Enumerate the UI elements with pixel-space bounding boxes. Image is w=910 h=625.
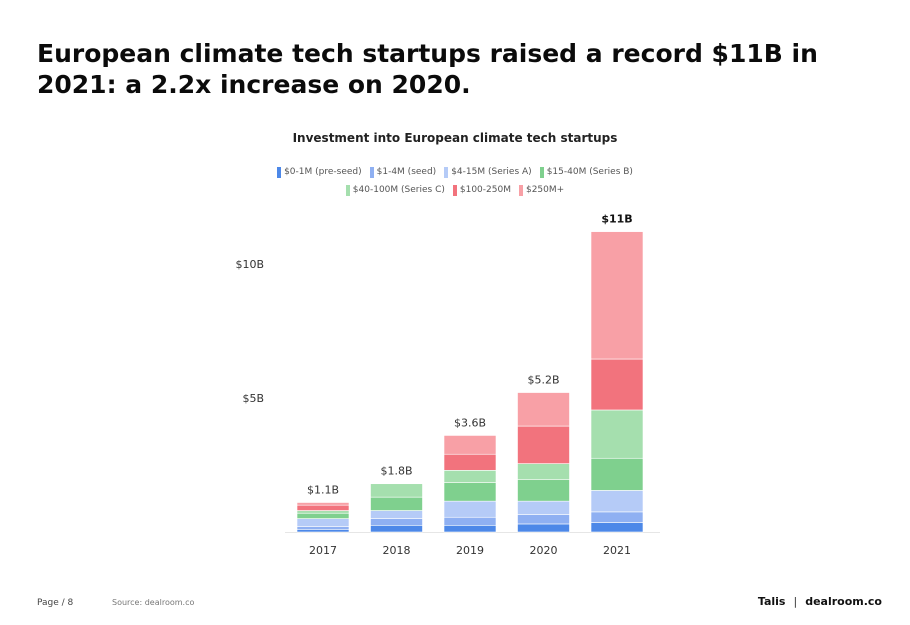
legend-item: $250M+ xyxy=(518,182,565,198)
bar-segment xyxy=(296,504,350,511)
bar-segment xyxy=(590,511,644,523)
legend-item: $0-1M (pre-seed) xyxy=(277,164,362,180)
bar-total-label: $3.6B xyxy=(454,416,486,429)
bar-total-label: $11B xyxy=(601,213,632,226)
legend-item: $40-100M (Series C) xyxy=(345,182,445,198)
brand-logos: Talis | dealroom.co xyxy=(758,595,882,608)
brand-separator: | xyxy=(793,595,798,608)
bar-segment xyxy=(296,510,350,514)
legend-label: $250M+ xyxy=(525,185,565,195)
legend-item: $15-40M (Series B) xyxy=(539,164,633,180)
bar-total-label: $1.1B xyxy=(307,484,339,497)
legend-label: $1-4M (seed) xyxy=(376,167,437,177)
bar-segment xyxy=(590,409,644,459)
bar-segment xyxy=(370,510,423,519)
legend-swatch xyxy=(539,166,544,178)
chart-title: Investment into European climate tech st… xyxy=(292,131,618,145)
x-tick-label: 2019 xyxy=(456,544,484,557)
headline: European climate tech startups raised a … xyxy=(37,39,818,99)
bar-segment xyxy=(443,500,497,518)
page-number: Page / 8 xyxy=(37,598,74,608)
bar-segment xyxy=(370,483,423,498)
bar-segment xyxy=(370,518,423,526)
bar-segment xyxy=(443,435,497,455)
bar-total-label: $1.8B xyxy=(380,465,412,478)
bar-segment xyxy=(443,524,497,533)
y-tick-label: $5B xyxy=(242,392,264,405)
legend-swatch xyxy=(345,184,350,196)
bar-total-label: $5.2B xyxy=(527,374,559,387)
legend-label: $15-40M (Series B) xyxy=(546,167,633,177)
bar-segment xyxy=(517,425,570,464)
bar-segment xyxy=(443,453,497,471)
bar-segment xyxy=(590,231,644,360)
bar-segment xyxy=(296,502,350,506)
bar-segment xyxy=(370,524,423,533)
bar-segment xyxy=(590,522,644,533)
bar-segment xyxy=(517,479,570,502)
bar-segment xyxy=(517,500,570,515)
bar-segment xyxy=(517,514,570,525)
bar-segment xyxy=(370,496,423,511)
chart-legend: $0-1M (pre-seed) $1-4M (seed) $4-15M (Seri… xyxy=(250,163,660,199)
x-tick-label: 2017 xyxy=(309,544,337,557)
x-tick-label: 2018 xyxy=(383,544,411,557)
legend-swatch xyxy=(277,166,282,178)
bar-segment xyxy=(296,512,350,519)
bar-segment xyxy=(590,358,644,411)
legend-swatch xyxy=(369,166,374,178)
legend-item: $1-4M (seed) xyxy=(369,164,437,180)
legend-swatch xyxy=(452,184,457,196)
y-tick-label: $10B xyxy=(235,258,264,271)
brand-dealroom: dealroom.co xyxy=(805,595,882,608)
legend-swatch xyxy=(518,184,523,196)
x-tick-label: 2021 xyxy=(603,544,631,557)
brand-talis: Talis xyxy=(757,595,786,608)
legend-label: $100-250M xyxy=(459,185,511,195)
bar-segment xyxy=(296,526,350,530)
bar-segment xyxy=(296,529,350,533)
source-note: Source: dealroom.co xyxy=(112,598,195,607)
legend-label: $40-100M (Series C) xyxy=(352,185,445,195)
bar-segment xyxy=(296,518,350,527)
legend-label: $4-15M (Series A) xyxy=(451,167,532,177)
legend-swatch xyxy=(444,166,449,178)
bar-segment xyxy=(443,482,497,502)
x-tick-label: 2020 xyxy=(530,544,558,557)
bar-segment xyxy=(443,470,497,483)
legend-item: $4-15M (Series A) xyxy=(444,164,532,180)
bar-segment xyxy=(517,523,570,533)
bar-segment xyxy=(443,516,497,526)
bar-segment xyxy=(517,463,570,481)
bar-segment xyxy=(590,457,644,491)
bar-segment xyxy=(517,392,570,427)
legend-label: $0-1M (pre-seed) xyxy=(284,167,362,177)
bar-segment xyxy=(590,490,644,513)
legend-item: $100-250M xyxy=(452,182,511,198)
